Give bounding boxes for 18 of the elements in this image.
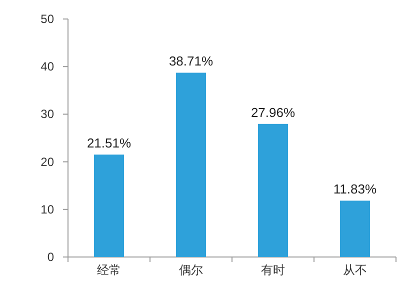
bar <box>340 200 370 257</box>
x-tick-label: 有时 <box>261 263 285 277</box>
data-label: 11.83% <box>333 182 377 197</box>
x-tick-label: 从不 <box>343 263 367 277</box>
bar <box>176 72 206 257</box>
bar <box>258 124 288 257</box>
y-tick-label: 0 <box>47 250 54 264</box>
x-tick-label: 经常 <box>97 263 121 277</box>
y-tick-label: 20 <box>40 154 54 169</box>
y-tick-label: 50 <box>40 12 54 26</box>
data-label: 38.71% <box>168 54 214 69</box>
y-tick-label: 10 <box>40 202 54 216</box>
y-tick-label: 30 <box>40 107 54 122</box>
bar <box>94 154 124 257</box>
data-label: 27.96% <box>250 104 296 120</box>
y-tick-label: 40 <box>40 60 54 74</box>
x-tick-label: 偶尔 <box>179 263 203 277</box>
data-label: 21.51% <box>86 136 132 151</box>
